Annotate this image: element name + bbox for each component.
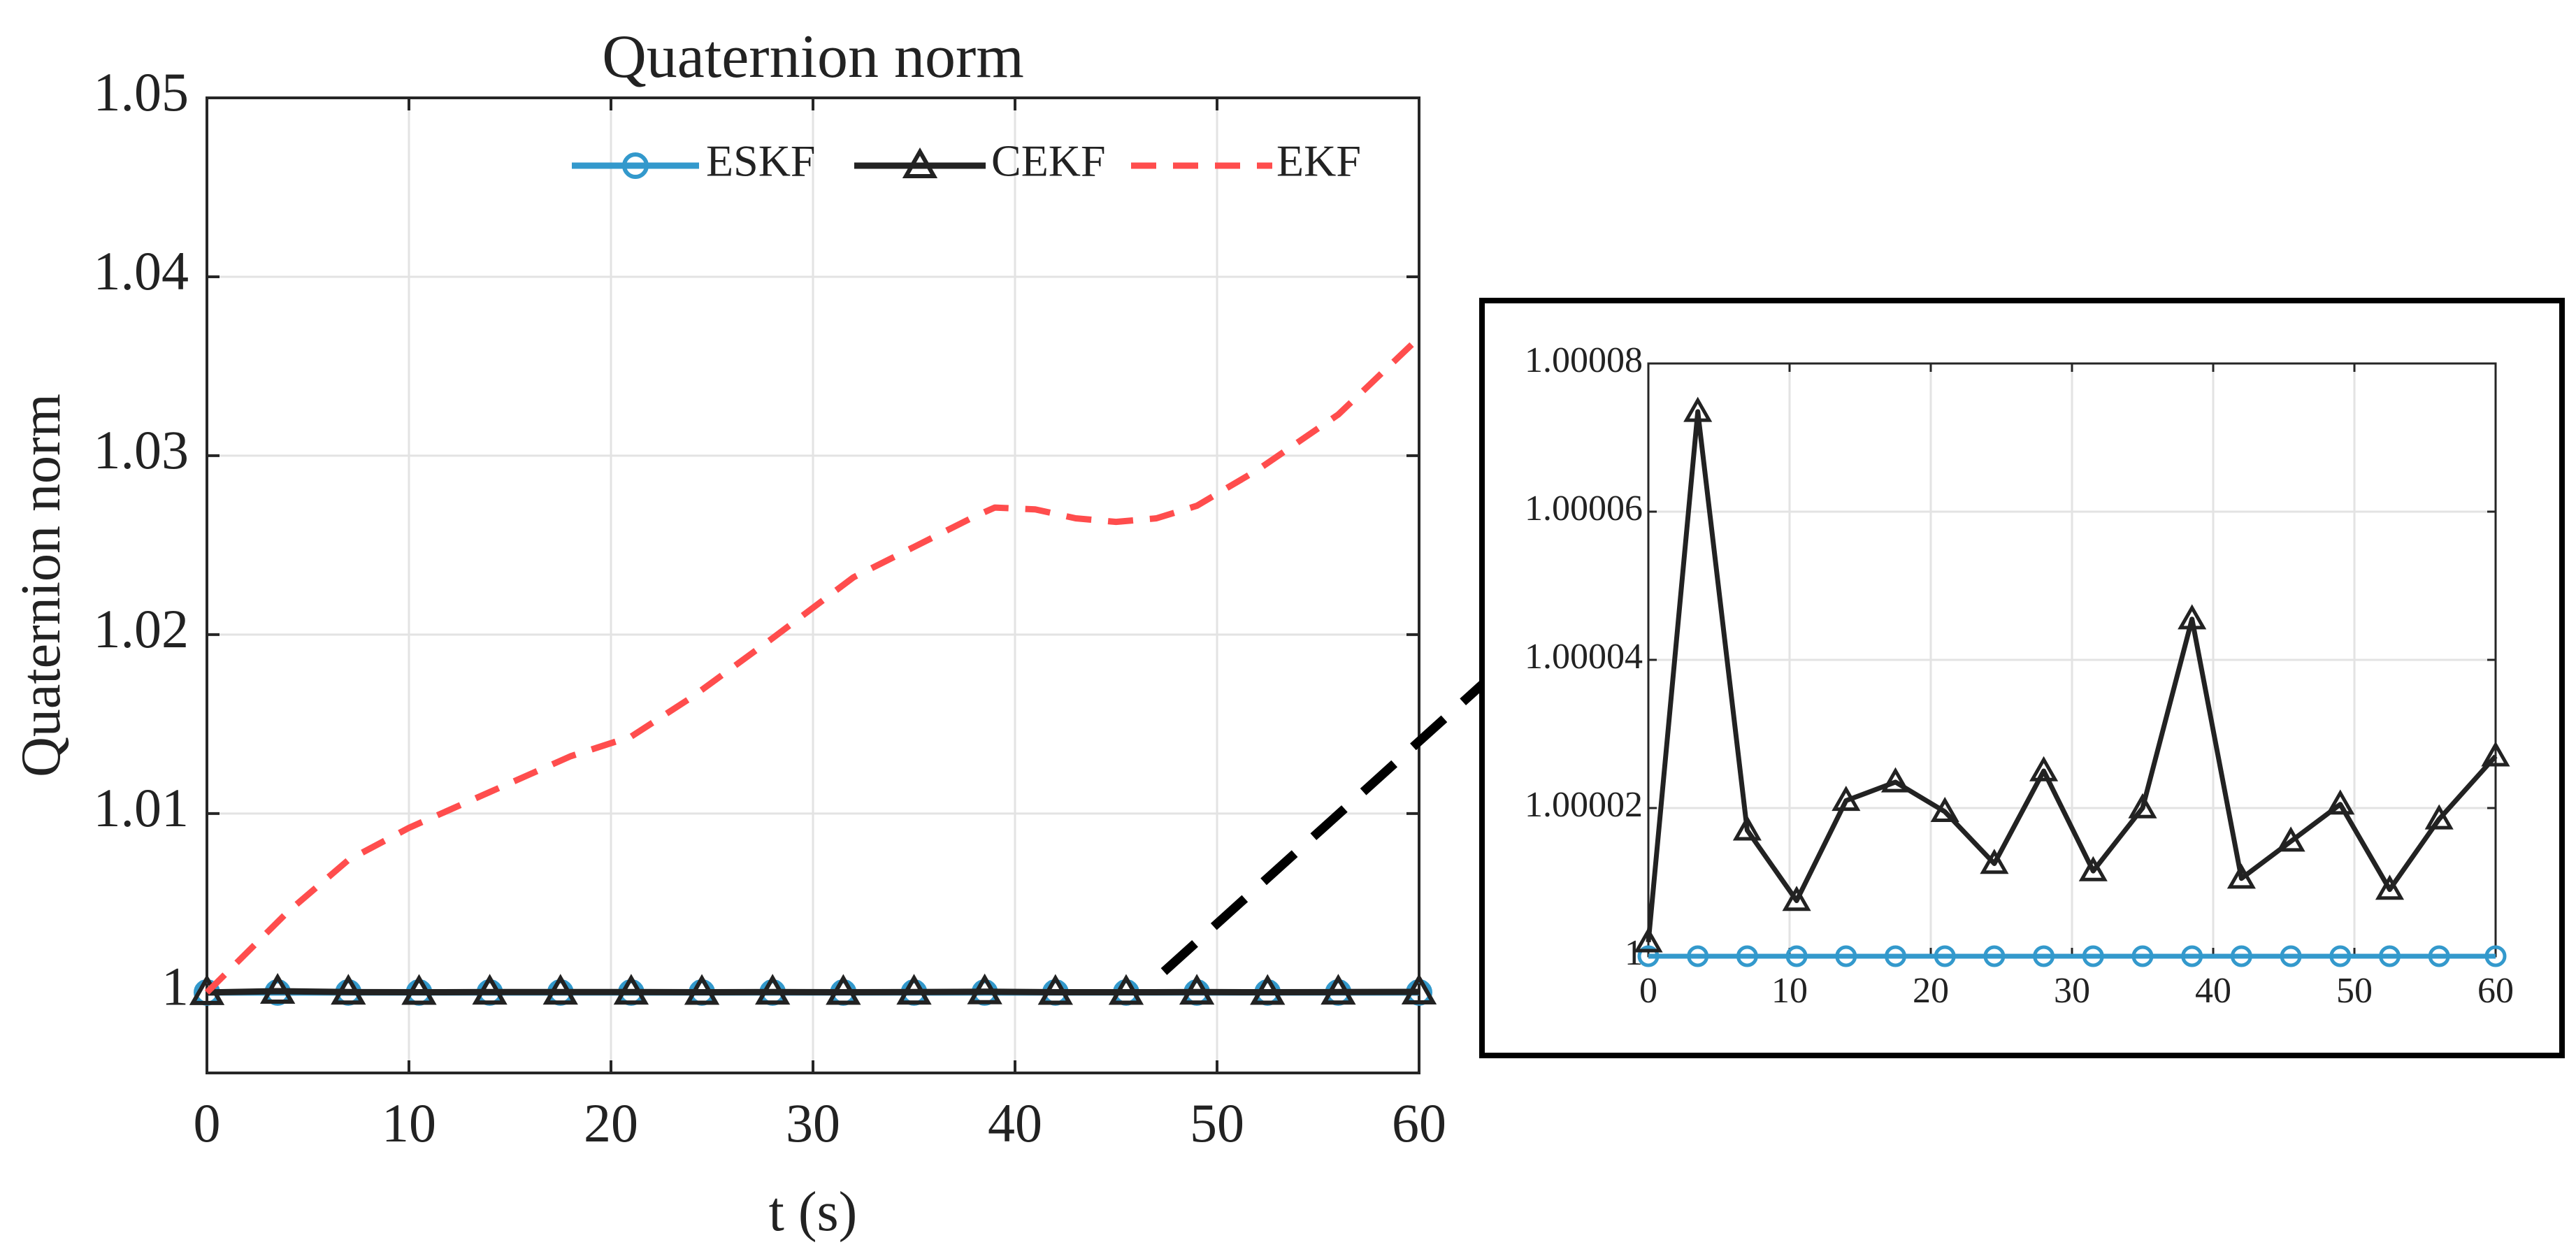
cekf-marker	[331, 974, 366, 1005]
eskf-marker	[1736, 945, 1758, 967]
eskf-legend-marker	[622, 152, 649, 179]
cekf-marker	[2276, 826, 2305, 852]
eskf-marker	[1687, 945, 1709, 967]
eskf-marker	[2280, 945, 2302, 967]
cekf-marker	[1832, 786, 1861, 812]
eskf-marker	[1934, 945, 1956, 967]
cekf-marker	[2481, 741, 2510, 767]
y-tick-label: 1.02	[94, 598, 189, 659]
x-tick-label: 20	[584, 1093, 638, 1153]
cekf-marker	[755, 974, 791, 1005]
cekf-marker	[1179, 974, 1215, 1005]
cekf-marker	[259, 972, 296, 1004]
cekf-marker	[189, 974, 225, 1005]
cekf-marker	[2226, 863, 2256, 889]
eskf-marker	[2082, 945, 2104, 967]
y-tick-label: 1.00002	[1525, 785, 1643, 825]
y-tick-label: 1.00006	[1525, 489, 1643, 528]
legend: ESKF CEKF EKF	[572, 136, 1361, 186]
cekf-marker	[1250, 974, 1286, 1005]
x-tick-label: 40	[2195, 971, 2231, 1011]
eskf-marker	[2230, 945, 2252, 967]
eskf-marker	[1885, 945, 1906, 967]
eskf-legend-label: ESKF	[706, 136, 816, 186]
cekf-marker	[1401, 974, 1437, 1005]
cekf-marker	[1683, 396, 1713, 422]
eskf-marker	[2428, 945, 2450, 967]
eskf-marker	[2033, 945, 2055, 967]
y-tick-label: 1	[161, 956, 189, 1017]
cekf-marker	[826, 974, 861, 1005]
cekf-marker	[1037, 974, 1073, 1005]
eskf-marker	[1835, 945, 1857, 967]
y-axis-label: Quaternion norm	[10, 394, 72, 777]
cekf-marker	[2326, 789, 2355, 815]
y-tick-label: 1.00008	[1525, 340, 1643, 380]
inset-frame	[1479, 298, 2565, 1058]
cekf-marker	[684, 974, 720, 1005]
eskf-marker	[1983, 945, 2006, 967]
eskf-marker	[2131, 945, 2154, 967]
cekf-marker	[542, 974, 578, 1005]
cekf-marker	[401, 974, 437, 1005]
cekf-marker	[1880, 767, 1911, 793]
x-tick-label: 10	[1771, 971, 1808, 1011]
x-tick-label: 40	[988, 1093, 1042, 1153]
x-axis-label: t (s)	[769, 1181, 858, 1243]
ekf-legend-label: EKF	[1276, 136, 1361, 186]
eskf-marker	[1785, 945, 1808, 967]
cekf-marker	[1321, 974, 1356, 1005]
y-tick-label: 1.01	[94, 777, 189, 838]
x-tick-label: 50	[2336, 971, 2373, 1011]
eskf-marker	[2181, 945, 2203, 967]
x-tick-label: 10	[382, 1093, 436, 1153]
inset-chart: 0 10 20 30 40 50 6011.000021.000041.000061.000…	[1525, 340, 2514, 1011]
cekf-marker	[896, 974, 932, 1005]
x-tick-label: 0	[194, 1093, 221, 1153]
cekf-marker	[1980, 849, 2009, 874]
y-tick-label: 1.03	[94, 419, 189, 480]
x-tick-label: 20	[1913, 971, 1949, 1011]
eskf-marker	[2329, 945, 2352, 967]
x-tick-label: 0	[1639, 971, 1657, 1011]
y-tick-label: 1.05	[94, 62, 189, 122]
eskf-marker	[2379, 945, 2401, 967]
cekf-marker	[2424, 804, 2454, 830]
cekf-legend-marker	[902, 147, 938, 178]
cekf-marker	[613, 974, 649, 1005]
y-tick-label: 1.00004	[1525, 637, 1643, 677]
x-tick-label: 30	[786, 1093, 840, 1153]
cekf-series-line	[1646, 409, 2498, 943]
y-tick-label: 1.04	[94, 240, 189, 301]
eskf-marker	[1637, 945, 1660, 967]
cekf-marker	[1108, 974, 1144, 1005]
ekf-series-line	[204, 335, 1422, 995]
eskf-marker	[2484, 945, 2507, 967]
cekf-series-line	[206, 988, 1420, 996]
chart-title: Quaternion norm	[602, 23, 1024, 91]
x-tick-label: 60	[2477, 971, 2514, 1011]
cekf-marker	[1634, 927, 1663, 953]
main-chart: 0 10 20 30 40 50 60 1 1.01 1.02 1.03 1.04 1.05 Quater…	[10, 23, 1446, 1243]
x-tick-label: 30	[2054, 971, 2090, 1011]
cekf-legend-label: CEKF	[991, 136, 1106, 186]
cekf-marker	[2375, 874, 2405, 900]
x-tick-label: 60	[1392, 1093, 1446, 1153]
cekf-marker	[1782, 886, 1811, 911]
zoom-connector-line	[1160, 678, 1489, 975]
cekf-marker	[967, 973, 1002, 1004]
cekf-marker	[2178, 604, 2207, 630]
x-tick-label: 50	[1190, 1093, 1244, 1153]
cekf-marker	[2029, 756, 2059, 781]
cekf-marker	[1732, 815, 1762, 841]
cekf-marker	[472, 974, 508, 1005]
cekf-marker	[2128, 793, 2157, 819]
cekf-marker	[1930, 797, 1959, 822]
cekf-marker	[2078, 856, 2108, 881]
